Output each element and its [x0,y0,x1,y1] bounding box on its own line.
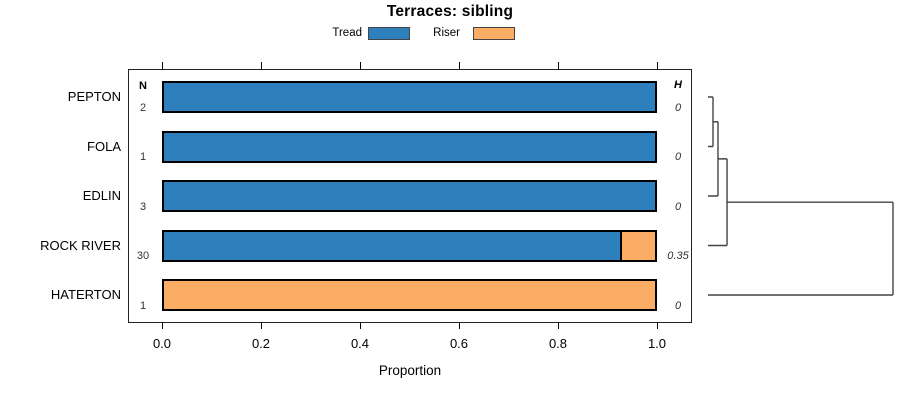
ylabel-rock-river: ROCK RIVER [40,237,121,253]
x-tick-label: 0.0 [152,336,172,351]
ylabel-pepton: PEPTON [67,89,121,104]
ylabel-edlin: EDLIN [82,188,121,203]
legend-swatch-tread [368,27,410,40]
bar-segment-riser-haterton [162,279,657,311]
x-tick-top [261,62,262,69]
h-value-pepton: 0 [674,101,682,114]
n-value-haterton: 1 [139,299,147,312]
h-value-edlin: 0 [674,200,682,213]
x-tick-bottom [360,323,361,329]
h-value-haterton: 0 [674,299,682,312]
n-value-pepton: 2 [139,101,147,114]
x-tick-label: 0.8 [548,336,568,351]
legend-swatch-riser [473,27,515,40]
x-tick-top [657,62,658,69]
x-tick-bottom [459,323,460,329]
dendrogram-lines [708,96,894,296]
h-value-fola: 0 [674,151,682,163]
chart-title: Terraces: sibling [386,3,514,20]
h-column-header: H [674,79,682,91]
ylabel-haterton: HATERTON [50,287,121,302]
x-tick-label: 1.0 [647,336,667,351]
x-tick-bottom [657,323,658,329]
n-value-rock-river: 30 [136,250,150,262]
x-tick-bottom [558,323,559,329]
n-value-fola: 1 [139,151,147,163]
x-tick-label: 0.6 [449,336,469,351]
x-tick-top [459,62,460,69]
h-value-rock-river: 0.35 [667,250,689,262]
x-tick-top [360,62,361,69]
x-tick-top [162,62,163,69]
x-tick-label: 0.4 [350,336,370,351]
n-value-edlin: 3 [139,200,147,213]
ylabel-fola: FOLA [87,138,121,154]
x-tick-label: 0.2 [251,336,271,351]
bar-segment-tread-edlin [162,180,657,212]
bar-segment-tread-rock-river [162,229,623,262]
x-tick-bottom [162,323,163,329]
legend-label-tread: Tread [332,27,362,39]
bar-segment-tread-fola [162,130,657,163]
x-axis-title: Proportion [378,363,442,378]
plot-box [128,69,692,323]
n-column-header: N [139,80,147,92]
bar-segment-tread-pepton [162,81,657,113]
x-tick-bottom [261,323,262,329]
bar-segment-riser-rock-river [620,229,657,262]
x-tick-top [558,62,559,69]
legend-label-riser: Riser [433,27,460,39]
